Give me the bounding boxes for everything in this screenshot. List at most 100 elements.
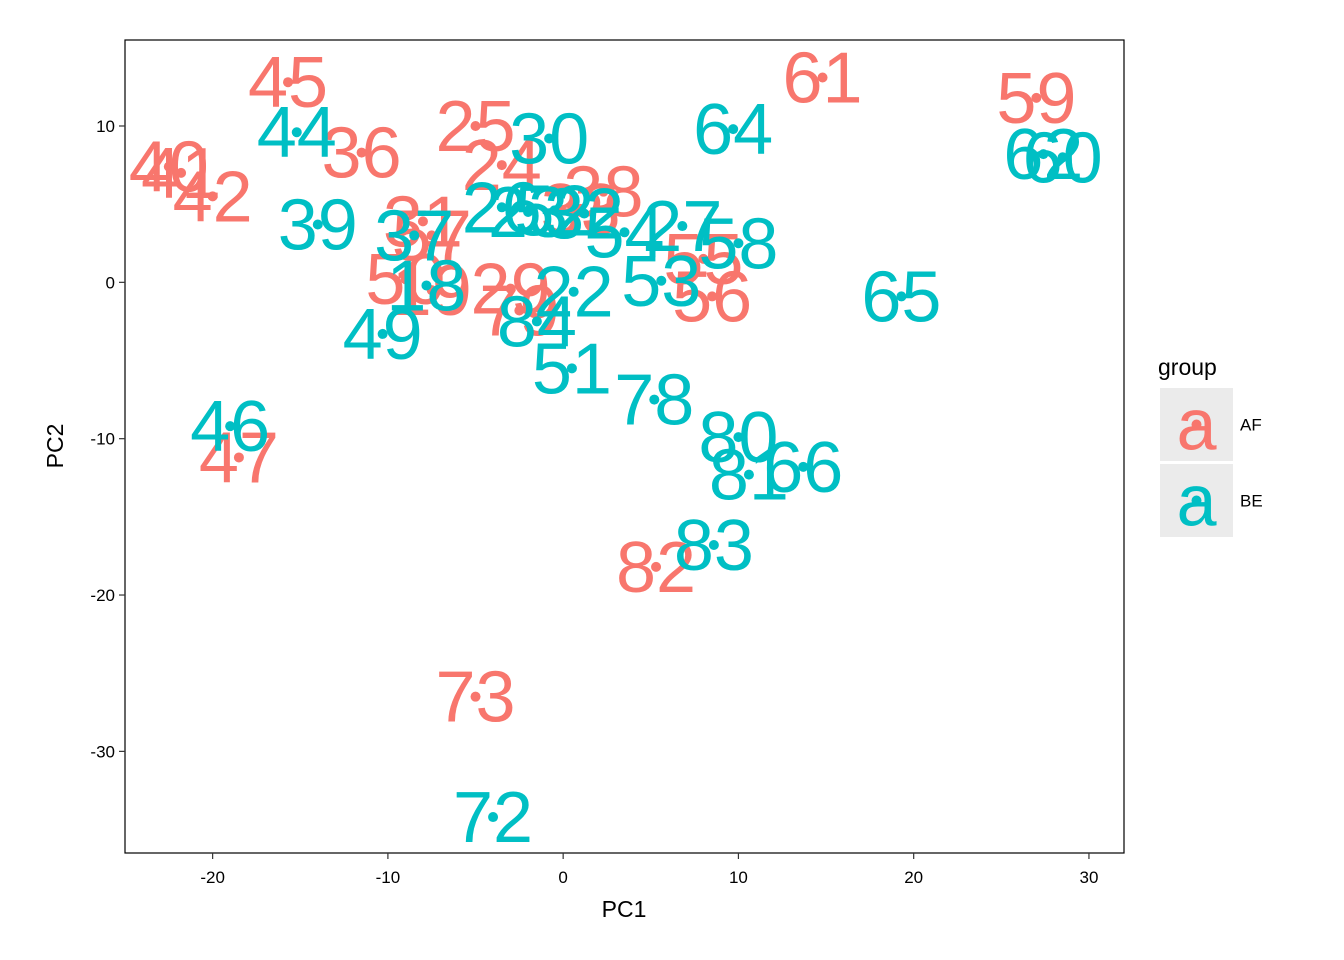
point-be xyxy=(291,127,302,138)
point-af xyxy=(496,160,507,171)
legend-key-glyph: a xyxy=(1176,386,1217,466)
point-be xyxy=(1057,152,1068,163)
point-be xyxy=(566,363,577,374)
point-be xyxy=(488,812,499,823)
legend: group a AF a BE xyxy=(1158,354,1263,542)
point-be xyxy=(896,291,907,302)
point-be xyxy=(733,238,744,249)
y-tick-label: -20 xyxy=(90,586,115,605)
point-label-be: 54 xyxy=(584,193,664,273)
point-label-be: 49 xyxy=(343,295,423,375)
point-be xyxy=(549,205,560,216)
x-tick-label: -20 xyxy=(200,868,225,887)
point-af xyxy=(817,72,828,83)
point-af xyxy=(514,305,525,316)
point-label-be: 51 xyxy=(532,329,612,409)
point-af xyxy=(417,216,428,227)
point-label-af: 79 xyxy=(479,271,559,351)
x-tick-label: 30 xyxy=(1079,868,1098,887)
point-label-be: 27 xyxy=(642,187,722,267)
point-label-be: 65 xyxy=(861,257,941,337)
x-tick-label: 20 xyxy=(904,868,923,887)
x-tick-label: -10 xyxy=(376,868,401,887)
point-label-be: 37 xyxy=(374,196,454,276)
x-axis-title: PC1 xyxy=(602,896,647,922)
point-be xyxy=(377,328,388,339)
point-af xyxy=(1031,92,1042,103)
point-be xyxy=(568,286,579,297)
legend-label-be: BE xyxy=(1240,492,1263,511)
point-label-af: 57 xyxy=(392,196,472,276)
point-be xyxy=(1038,149,1049,160)
point-be xyxy=(409,230,420,241)
point-label-af: 36 xyxy=(322,114,402,194)
legend-key-glyph: a xyxy=(1176,462,1217,542)
point-be xyxy=(728,124,739,135)
plot-panel-border xyxy=(124,39,1125,854)
point-label-af: 73 xyxy=(435,658,515,738)
point-label-be: 53 xyxy=(621,242,701,322)
point-be xyxy=(544,133,555,144)
point-af xyxy=(470,120,481,131)
point-label-be: 58 xyxy=(698,204,778,284)
point-label-af: 19 xyxy=(392,251,472,331)
legend-key-point xyxy=(1191,419,1202,430)
x-tick-label: 0 xyxy=(558,868,567,887)
point-label-be: 64 xyxy=(693,90,773,170)
point-be xyxy=(708,539,719,550)
point-label-be: 84 xyxy=(497,282,577,362)
point-label-af: 24 xyxy=(462,126,542,206)
point-label-af: 29 xyxy=(471,250,551,330)
point-label-be: 72 xyxy=(453,778,533,858)
x-axis: -20 -10 0 10 20 30 xyxy=(200,853,1098,887)
point-label-be: 22 xyxy=(534,253,614,333)
point-af xyxy=(707,291,718,302)
y-tick-label: 0 xyxy=(106,273,115,292)
point-label-be: 60 xyxy=(1023,118,1103,198)
y-tick-label: -30 xyxy=(90,742,115,761)
point-af xyxy=(505,283,516,294)
point-label-af: 82 xyxy=(616,528,696,608)
point-af xyxy=(400,274,411,285)
point-label-af: 41 xyxy=(141,134,221,214)
point-label-be: 18 xyxy=(386,246,466,326)
point-label-af: 50 xyxy=(365,240,445,320)
point-label-af: 40 xyxy=(129,128,209,208)
point-af xyxy=(651,561,662,572)
y-axis-title: PC2 xyxy=(42,424,68,469)
point-af xyxy=(698,253,709,264)
point-label-af: 59 xyxy=(996,59,1076,139)
point-label-be: 83 xyxy=(674,506,754,586)
legend-key-point xyxy=(1191,495,1202,506)
point-label-be: 39 xyxy=(278,185,358,265)
point-label-af: 45 xyxy=(248,43,328,123)
point-af xyxy=(470,691,481,702)
point-label-af: 38 xyxy=(563,153,643,233)
point-af xyxy=(233,452,244,463)
point-be xyxy=(225,421,236,432)
point-be xyxy=(496,202,507,213)
x-tick-label: 10 xyxy=(729,868,748,887)
point-af xyxy=(426,230,437,241)
point-be xyxy=(656,275,667,286)
point-be xyxy=(733,432,744,443)
point-be xyxy=(677,221,688,232)
point-be xyxy=(531,316,542,327)
point-label-af: 42 xyxy=(173,157,253,237)
point-label-be: 81 xyxy=(709,436,789,516)
point-label-af: 56 xyxy=(672,257,752,337)
point-be xyxy=(579,208,590,219)
y-axis: 10 0 -10 -20 -30 xyxy=(90,117,125,761)
legend-label-af: AF xyxy=(1240,416,1262,435)
point-label-be: 80 xyxy=(698,398,778,478)
point-label-be: 78 xyxy=(614,361,694,441)
legend-title: group xyxy=(1158,354,1217,380)
y-tick-label: -10 xyxy=(90,430,115,449)
point-label-be: 30 xyxy=(509,99,589,179)
point-label-af: 31 xyxy=(383,182,463,262)
point-label-be: 62 xyxy=(1003,115,1083,195)
point-label-af: 47 xyxy=(199,418,279,498)
